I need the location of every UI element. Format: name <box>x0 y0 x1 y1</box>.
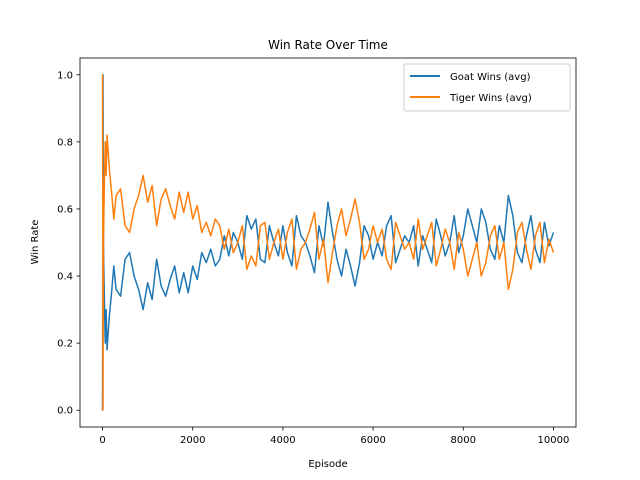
y-tick-label: 0.2 <box>57 339 73 350</box>
plot-frame <box>79 57 577 428</box>
y-tick-label: 1.0 <box>57 70 73 81</box>
legend: Goat Wins (avg) Tiger Wins (avg) <box>403 63 571 112</box>
legend-box <box>403 63 571 112</box>
x-axis-label: Episode <box>308 459 347 470</box>
y-tick-label: 0.0 <box>57 406 73 417</box>
y-tick-label: 0.6 <box>57 204 73 215</box>
legend-label-tiger: Tiger Wins (avg) <box>449 93 532 104</box>
y-tick-label: 0.4 <box>57 272 73 283</box>
y-axis-ticks: 0.0 0.2 0.4 0.6 0.8 1.0 <box>57 70 80 417</box>
legend-label-goat: Goat Wins (avg) <box>450 72 531 83</box>
x-tick-label: 8000 <box>451 435 476 446</box>
x-tick-label: 2000 <box>180 435 205 446</box>
x-tick-label: 0 <box>99 435 105 446</box>
x-axis-ticks: 0 2000 4000 6000 8000 10000 <box>99 427 569 446</box>
chart-title: Win Rate Over Time <box>268 38 388 52</box>
series-line-tiger-wins <box>101 74 555 411</box>
x-tick-label: 4000 <box>270 435 295 446</box>
y-tick-label: 0.8 <box>57 137 73 148</box>
series-line-goat-wins <box>101 74 555 411</box>
x-tick-label: 10000 <box>538 435 570 446</box>
x-tick-label: 6000 <box>360 435 385 446</box>
series-layer <box>101 74 555 411</box>
y-axis-label: Win Rate <box>30 220 41 265</box>
